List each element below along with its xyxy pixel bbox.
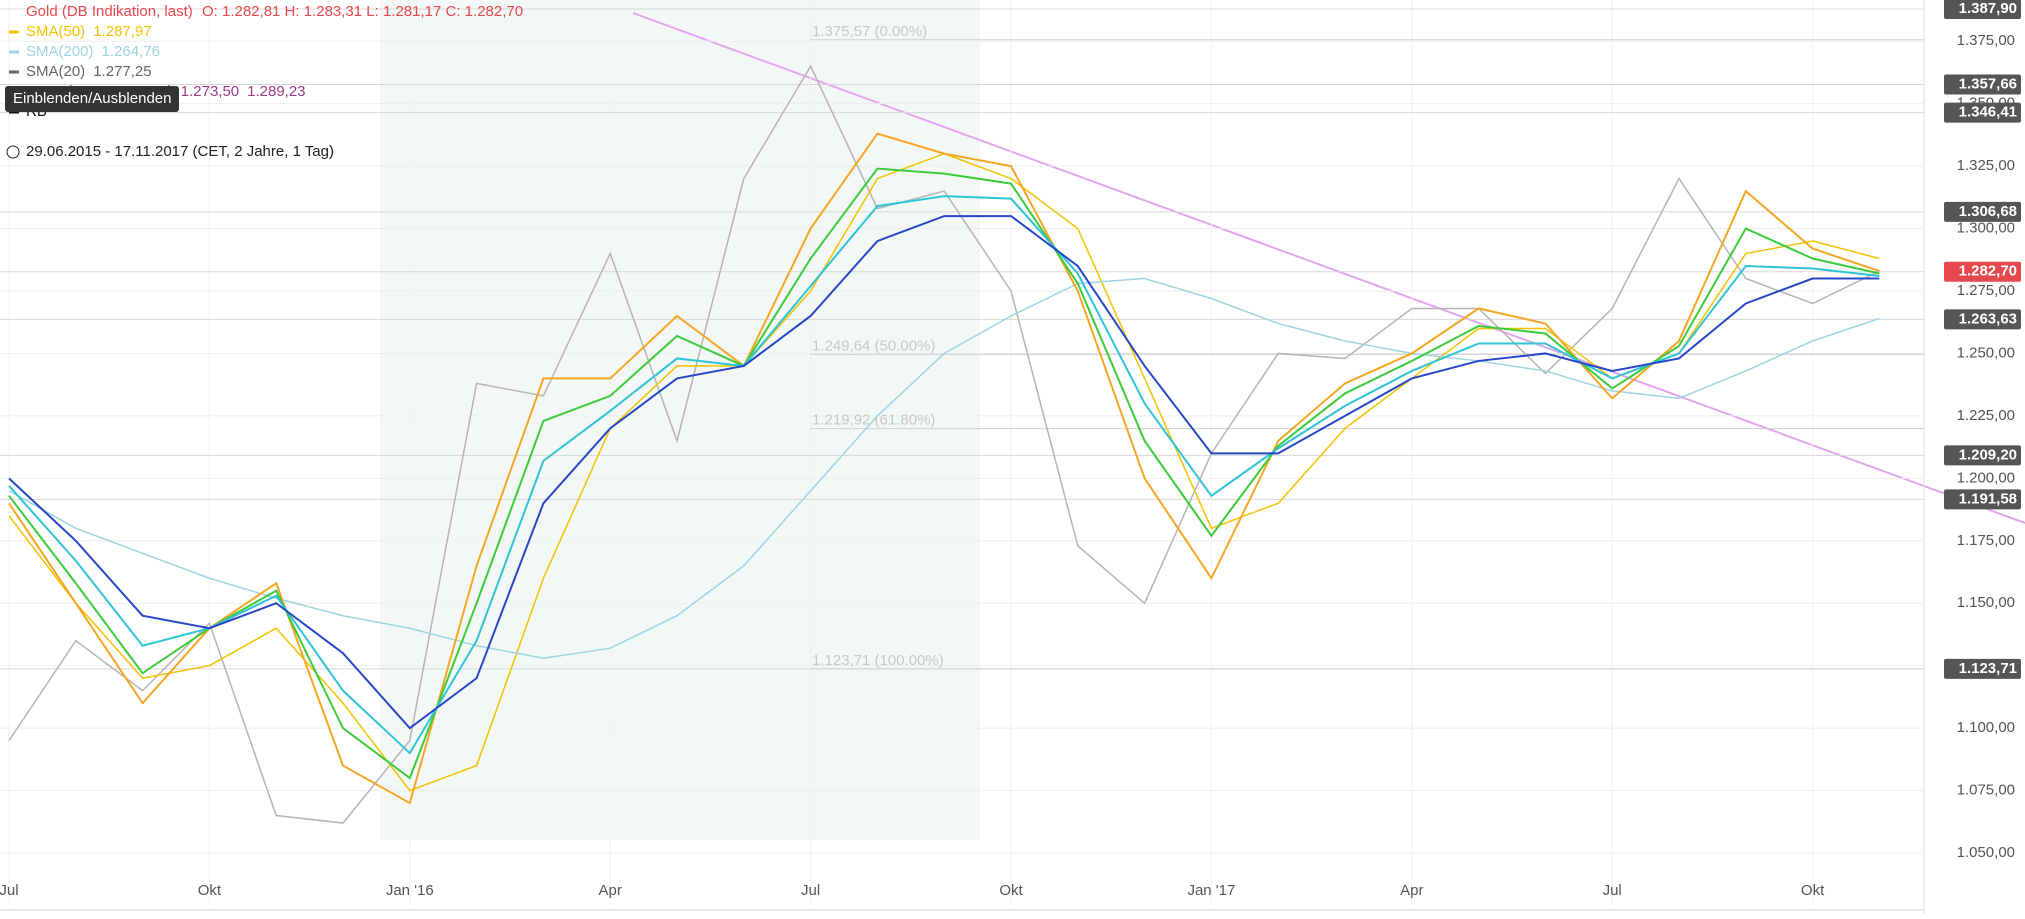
legend-title: Gold (DB Indikation, last)	[26, 3, 193, 20]
legend-value: 1.273,50	[181, 83, 239, 100]
fib-label: 1.123,71 (100.00%)	[812, 652, 944, 669]
y-tick-label: 1.275,00	[1957, 282, 2015, 299]
price-badge-text: 1.282,70	[1959, 263, 2017, 280]
tooltip	[5, 86, 179, 112]
x-tick-label: Okt	[1801, 882, 1825, 899]
price-badge	[1944, 102, 2021, 123]
price-badge	[1944, 261, 2021, 282]
fib-label: 1.249,64 (50.00%)	[812, 337, 935, 354]
x-tick-label: Jul	[0, 882, 19, 899]
x-tick-label: Apr	[1400, 882, 1423, 899]
clock-icon	[6, 145, 20, 159]
x-tick-label: Okt	[198, 882, 222, 899]
y-tick-label: 1.300,00	[1957, 220, 2015, 237]
date-range: 29.06.2015 - 17.11.2017 (CET, 2 Jahre, 1…	[26, 143, 334, 160]
rb-band	[8, 195, 1880, 755]
x-tick-label: Jan '17	[1187, 882, 1235, 899]
legend-value: 1.264,76	[102, 43, 160, 60]
rb-band	[8, 215, 1880, 730]
y-tick-label: 1.200,00	[1957, 469, 2015, 486]
x-tick-label: Jul	[801, 882, 820, 899]
price-badge-text: 1.191,58	[1959, 490, 2017, 507]
y-tick-label: 1.150,00	[1957, 594, 2015, 611]
price-badge-text: 1.123,71	[1959, 660, 2017, 677]
price-badge	[1944, 201, 2021, 222]
y-tick-label: 1.075,00	[1957, 782, 2015, 799]
price-badge	[1944, 658, 2021, 679]
price-badge-text: 1.263,63	[1959, 310, 2017, 327]
legend-name: SMA(20)	[26, 63, 85, 80]
price-badge	[1944, 489, 2021, 510]
x-tick-label: Jul	[1603, 882, 1622, 899]
price-badge-text: 1.306,68	[1959, 203, 2017, 220]
y-tick-label: 1.225,00	[1957, 407, 2015, 424]
legend-value: 1.277,25	[93, 63, 151, 80]
y-tick-label: 1.250,00	[1957, 344, 2015, 361]
rb-band	[8, 132, 1880, 805]
price-badge	[1944, 445, 2021, 466]
trend-line	[632, 12, 2025, 524]
legend-value: 1.287,97	[93, 23, 151, 40]
price-badge-text: 1.346,41	[1959, 104, 2017, 121]
y-tick-label: 1.175,00	[1957, 532, 2015, 549]
x-tick-label: Okt	[999, 882, 1023, 899]
legend-name: SMA(200)	[26, 43, 94, 60]
tooltip-text: Einblenden/Ausblenden	[13, 90, 171, 107]
price-badge	[1944, 0, 2021, 19]
x-tick-label: Apr	[599, 882, 622, 899]
rb-band	[8, 167, 1880, 780]
fib-label: 1.375,57 (0.00%)	[812, 23, 927, 40]
price-badge-text: 1.209,20	[1959, 446, 2017, 463]
legend-name: SMA(50)	[26, 23, 85, 40]
fib-zone	[380, 0, 980, 840]
price-badge-text: 1.387,90	[1959, 0, 2017, 17]
y-tick-label: 1.325,00	[1957, 157, 2015, 174]
y-tick-label: 1.100,00	[1957, 719, 2015, 736]
legend-value: 1.289,23	[247, 83, 305, 100]
price-badge	[1944, 74, 2021, 95]
legend-ohlc: O: 1.282,81 H: 1.283,31 L: 1.281,17 C: 1…	[202, 3, 523, 20]
y-tick-label: 1.050,00	[1957, 844, 2015, 861]
y-tick-label: 1.375,00	[1957, 32, 2015, 49]
price-badge	[1944, 309, 2021, 330]
series-line	[8, 277, 1880, 659]
x-tick-label: Jan '16	[386, 882, 434, 899]
price-badge-text: 1.357,66	[1959, 75, 2017, 92]
